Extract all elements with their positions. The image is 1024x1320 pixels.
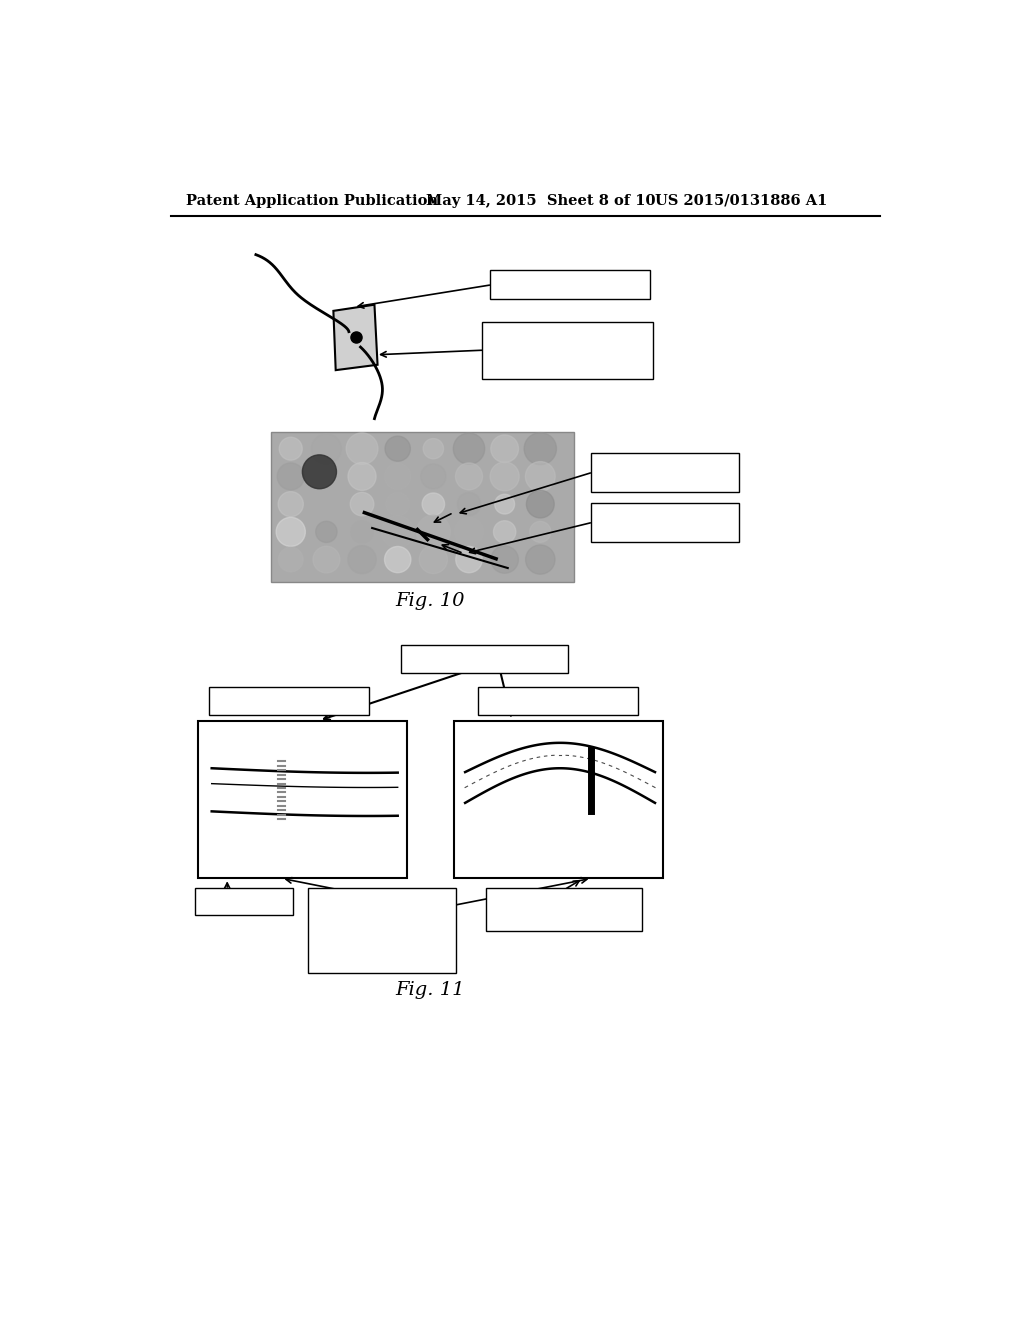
Circle shape <box>386 492 410 516</box>
Circle shape <box>529 521 551 543</box>
FancyBboxPatch shape <box>400 645 568 673</box>
Circle shape <box>348 545 376 574</box>
Circle shape <box>419 545 447 573</box>
FancyBboxPatch shape <box>591 503 738 543</box>
Text: Xray Imaging plane 2: Xray Imaging plane 2 <box>485 694 631 708</box>
Circle shape <box>490 434 518 462</box>
Circle shape <box>316 467 336 486</box>
Circle shape <box>384 546 411 573</box>
Text: Perpendicular plane: Perpendicular plane <box>502 279 637 292</box>
FancyBboxPatch shape <box>198 721 407 878</box>
Circle shape <box>490 462 519 491</box>
Text: US 2015/0131886 A1: US 2015/0131886 A1 <box>655 194 827 207</box>
Circle shape <box>279 548 303 572</box>
Circle shape <box>422 492 444 515</box>
FancyBboxPatch shape <box>209 688 369 715</box>
Circle shape <box>456 546 482 573</box>
Circle shape <box>490 546 518 573</box>
Circle shape <box>526 490 554 517</box>
Circle shape <box>350 492 374 516</box>
Text: Fig. 11: Fig. 11 <box>395 981 465 999</box>
Circle shape <box>458 492 480 516</box>
Circle shape <box>525 462 555 491</box>
Text: 3D reconstruction of
intravascular
trajectory: 3D reconstruction of intravascular traje… <box>499 329 637 372</box>
Circle shape <box>456 463 482 490</box>
Text: Intravascular
trajectory: Intravascular trajectory <box>620 508 710 536</box>
Circle shape <box>423 438 443 459</box>
Circle shape <box>525 545 555 574</box>
Text: Fig. 10: Fig. 10 <box>395 593 465 610</box>
Circle shape <box>278 463 304 490</box>
Text: Viewing direction of
xray imaging plane 1: Viewing direction of xray imaging plane … <box>494 895 635 923</box>
Text: Intravascular
imaging plane: Intravascular imaging plane <box>617 458 713 486</box>
Circle shape <box>302 455 337 488</box>
FancyBboxPatch shape <box>196 887 293 915</box>
Circle shape <box>454 433 484 465</box>
FancyBboxPatch shape <box>591 453 738 492</box>
Text: Same position. Color
coding to provide
mismatch in
perpendiculariy in
plane 1: Same position. Color coding to provide m… <box>315 894 447 966</box>
Circle shape <box>494 520 516 543</box>
Circle shape <box>313 546 340 573</box>
Circle shape <box>311 490 341 519</box>
FancyBboxPatch shape <box>486 887 642 931</box>
Circle shape <box>351 521 373 543</box>
Circle shape <box>417 515 451 549</box>
Circle shape <box>315 521 337 543</box>
Circle shape <box>385 436 411 461</box>
Circle shape <box>280 437 302 461</box>
Text: Patent Application Publication: Patent Application Publication <box>186 194 438 207</box>
FancyBboxPatch shape <box>454 721 663 878</box>
Circle shape <box>382 516 414 548</box>
FancyBboxPatch shape <box>271 432 573 582</box>
Circle shape <box>421 463 445 488</box>
Text: Intravascular trajectory: Intravascular trajectory <box>404 652 565 665</box>
Polygon shape <box>334 305 378 370</box>
FancyBboxPatch shape <box>482 322 653 379</box>
Circle shape <box>495 494 515 513</box>
Circle shape <box>311 434 341 463</box>
Circle shape <box>346 433 378 465</box>
Circle shape <box>385 463 411 490</box>
FancyBboxPatch shape <box>308 887 456 973</box>
FancyBboxPatch shape <box>489 271 649 300</box>
Circle shape <box>455 517 483 546</box>
Circle shape <box>524 433 556 465</box>
FancyBboxPatch shape <box>478 688 638 715</box>
Text: Xray Imaging plane 1: Xray Imaging plane 1 <box>217 694 361 708</box>
Text: Vessel: Vessel <box>223 895 265 908</box>
Circle shape <box>276 517 305 546</box>
Circle shape <box>279 491 303 516</box>
Text: May 14, 2015  Sheet 8 of 10: May 14, 2015 Sheet 8 of 10 <box>426 194 656 207</box>
Circle shape <box>348 462 376 490</box>
